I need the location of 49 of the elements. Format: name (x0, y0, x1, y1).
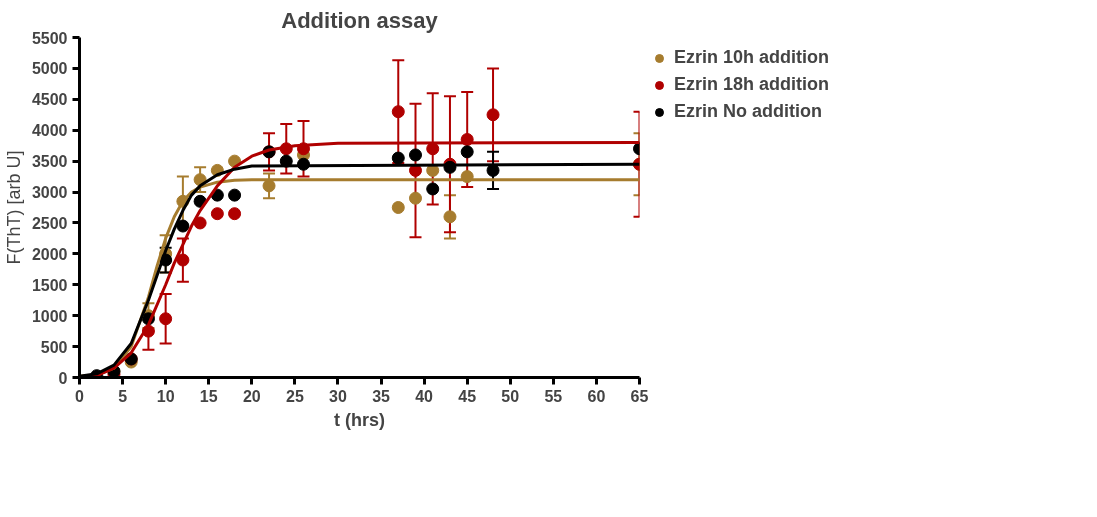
point (391, 105, 405, 119)
y-tick-label: 2500 (31, 214, 68, 232)
y-tick-label: 1500 (31, 276, 68, 294)
x-tick-label: 45 (458, 387, 477, 405)
y-tick-label: 3500 (31, 153, 68, 171)
point (486, 108, 500, 122)
point (228, 207, 242, 221)
x-tick-label: 50 (501, 387, 520, 405)
y-tick-label: 4500 (31, 91, 68, 109)
y-tick-label: 1000 (31, 307, 68, 325)
x-tick-label: 0 (75, 387, 85, 405)
point (176, 253, 190, 267)
chart-title: Addition assay (281, 7, 439, 33)
point (228, 188, 242, 202)
x-tick-label: 15 (199, 387, 218, 405)
point (176, 219, 190, 233)
y-tick-label: 3000 (31, 184, 68, 202)
y-tick-label: 2000 (31, 245, 68, 263)
x-tick-label: 40 (415, 387, 434, 405)
point (159, 312, 173, 326)
point (193, 216, 207, 230)
y-tick-label: 4000 (31, 122, 68, 140)
point (443, 210, 457, 224)
y-tick-label: 0 (58, 369, 68, 387)
x-tick-label: 35 (372, 387, 391, 405)
x-tick-label: 10 (156, 387, 175, 405)
x-tick-label: 60 (587, 387, 606, 405)
point (391, 201, 405, 214)
x-tick-label: 65 (630, 387, 649, 405)
point (426, 182, 440, 196)
legend-label: Ezrin 18h addition (674, 74, 830, 95)
legend-label: Ezrin 10h addition (674, 47, 830, 68)
legend-label: Ezrin No addition (674, 101, 822, 122)
point (391, 151, 405, 165)
point (262, 179, 276, 193)
point (460, 145, 474, 159)
x-tick-label: 55 (544, 387, 563, 405)
point (210, 207, 224, 221)
y-tick-label: 5500 (31, 29, 68, 47)
x-tick-label: 30 (329, 387, 347, 405)
y-tick-label: 500 (40, 338, 68, 356)
point (409, 148, 422, 162)
y-axis-title: F(ThT) [arb U] (3, 150, 24, 265)
x-tick-label: 5 (118, 387, 128, 405)
y-tick-label: 5000 (31, 60, 68, 78)
x-tick-label: 25 (285, 387, 304, 405)
point (409, 191, 422, 205)
x-tick-label: 20 (242, 387, 261, 405)
x-axis-title: t (hrs) (334, 409, 385, 430)
